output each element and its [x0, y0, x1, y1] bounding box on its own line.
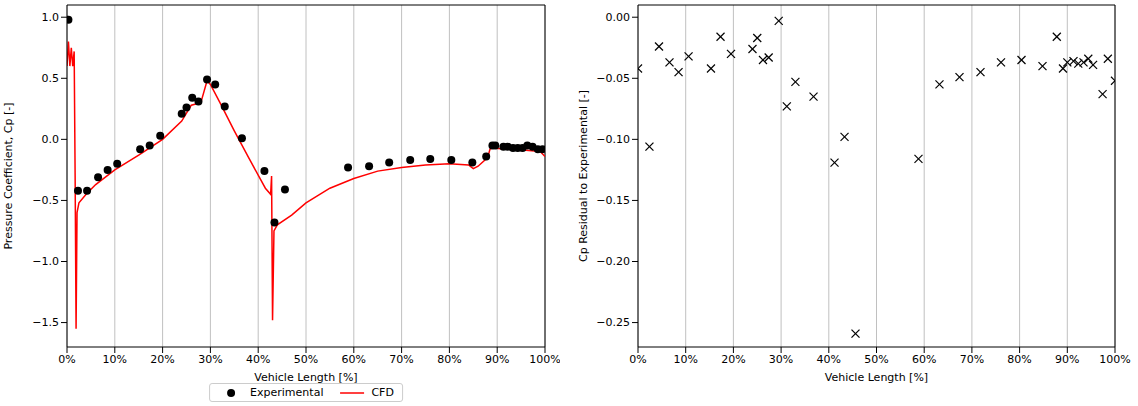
svg-text:0.00: 0.00	[606, 11, 631, 24]
svg-text:100%: 100%	[529, 353, 560, 366]
svg-text:−0.10: −0.10	[596, 133, 630, 146]
svg-text:−0.20: −0.20	[596, 255, 630, 268]
svg-text:100%: 100%	[1099, 353, 1130, 366]
svg-text:30%: 30%	[198, 353, 222, 366]
svg-text:1.0: 1.0	[42, 11, 60, 24]
svg-text:50%: 50%	[294, 353, 318, 366]
svg-text:30%: 30%	[769, 353, 793, 366]
svg-text:60%: 60%	[342, 353, 366, 366]
svg-text:50%: 50%	[864, 353, 888, 366]
svg-text:70%: 70%	[389, 353, 413, 366]
svg-text:0%: 0%	[629, 353, 646, 366]
svg-text:−0.15: −0.15	[596, 194, 630, 207]
svg-text:70%: 70%	[960, 353, 984, 366]
html-text:Experimental: Experimental	[250, 386, 324, 399]
svg-text:−1.5: −1.5	[32, 316, 59, 329]
svg-text:0.0: 0.0	[42, 133, 60, 146]
svg-text:Vehicle Length [%]: Vehicle Length [%]	[825, 371, 928, 384]
svg-text:40%: 40%	[246, 353, 270, 366]
svg-text:20%: 20%	[721, 353, 745, 366]
svg-text:90%: 90%	[485, 353, 509, 366]
svg-text:0%: 0%	[58, 353, 75, 366]
html-text:CFD: CFD	[371, 386, 394, 399]
svg-text:40%: 40%	[817, 353, 841, 366]
svg-text:60%: 60%	[912, 353, 936, 366]
svg-text:80%: 80%	[437, 353, 461, 366]
svg-text:−0.05: −0.05	[596, 72, 630, 85]
svg-text:−1.0: −1.0	[32, 255, 59, 268]
svg-text:0.5: 0.5	[42, 72, 60, 85]
svg-text:Vehicle Length [%]: Vehicle Length [%]	[254, 371, 358, 384]
svg-text:Cp Residual to Experimental [-: Cp Residual to Experimental [-]	[577, 90, 590, 262]
svg-text:−0.25: −0.25	[596, 316, 630, 329]
svg-text:10%: 10%	[673, 353, 697, 366]
svg-text:20%: 20%	[150, 353, 174, 366]
svg-text:Pressure Coefficient, Cp [-]: Pressure Coefficient, Cp [-]	[2, 102, 15, 249]
svg-text:90%: 90%	[1055, 353, 1079, 366]
svg-text:80%: 80%	[1007, 353, 1031, 366]
svg-text:−0.5: −0.5	[32, 194, 59, 207]
svg-text:10%: 10%	[103, 353, 127, 366]
